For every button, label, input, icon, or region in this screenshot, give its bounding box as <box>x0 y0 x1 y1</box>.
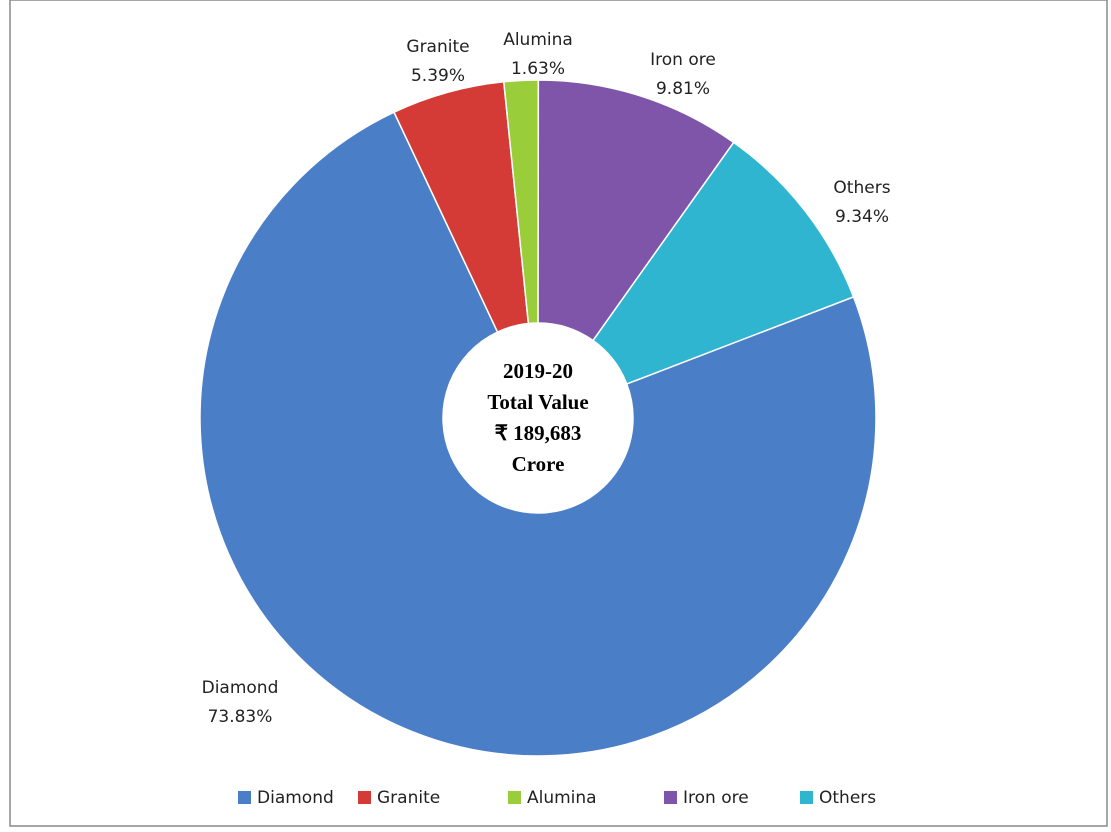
slice-value-label: 9.81% <box>656 79 710 99</box>
slice-category-label: Diamond <box>202 678 279 698</box>
legend-swatch <box>358 791 371 804</box>
legend-label: Granite <box>377 788 440 808</box>
center-text: Total Value <box>487 390 588 414</box>
slice-category-label: Granite <box>406 37 469 57</box>
legend-swatch <box>508 791 521 804</box>
slice-category-label: Iron ore <box>650 50 716 70</box>
legend-swatch <box>664 791 677 804</box>
legend-swatch <box>238 791 251 804</box>
legend-label: Iron ore <box>683 788 749 808</box>
legend-label: Diamond <box>257 788 334 808</box>
legend-label: Others <box>819 788 876 808</box>
legend-label: Alumina <box>527 788 597 808</box>
slice-category-label: Alumina <box>503 30 573 50</box>
center-text: Crore <box>512 452 565 476</box>
slice-value-label: 1.63% <box>511 59 565 79</box>
slice-category-label: Others <box>833 178 890 198</box>
slice-value-label: 9.34% <box>835 207 889 227</box>
donut-hole <box>443 323 633 513</box>
center-text: ₹ 189,683 <box>495 421 582 445</box>
center-text: 2019-20 <box>503 359 573 383</box>
slice-value-label: 5.39% <box>411 66 465 86</box>
legend-swatch <box>800 791 813 804</box>
slice-value-label: 73.83% <box>208 707 273 727</box>
